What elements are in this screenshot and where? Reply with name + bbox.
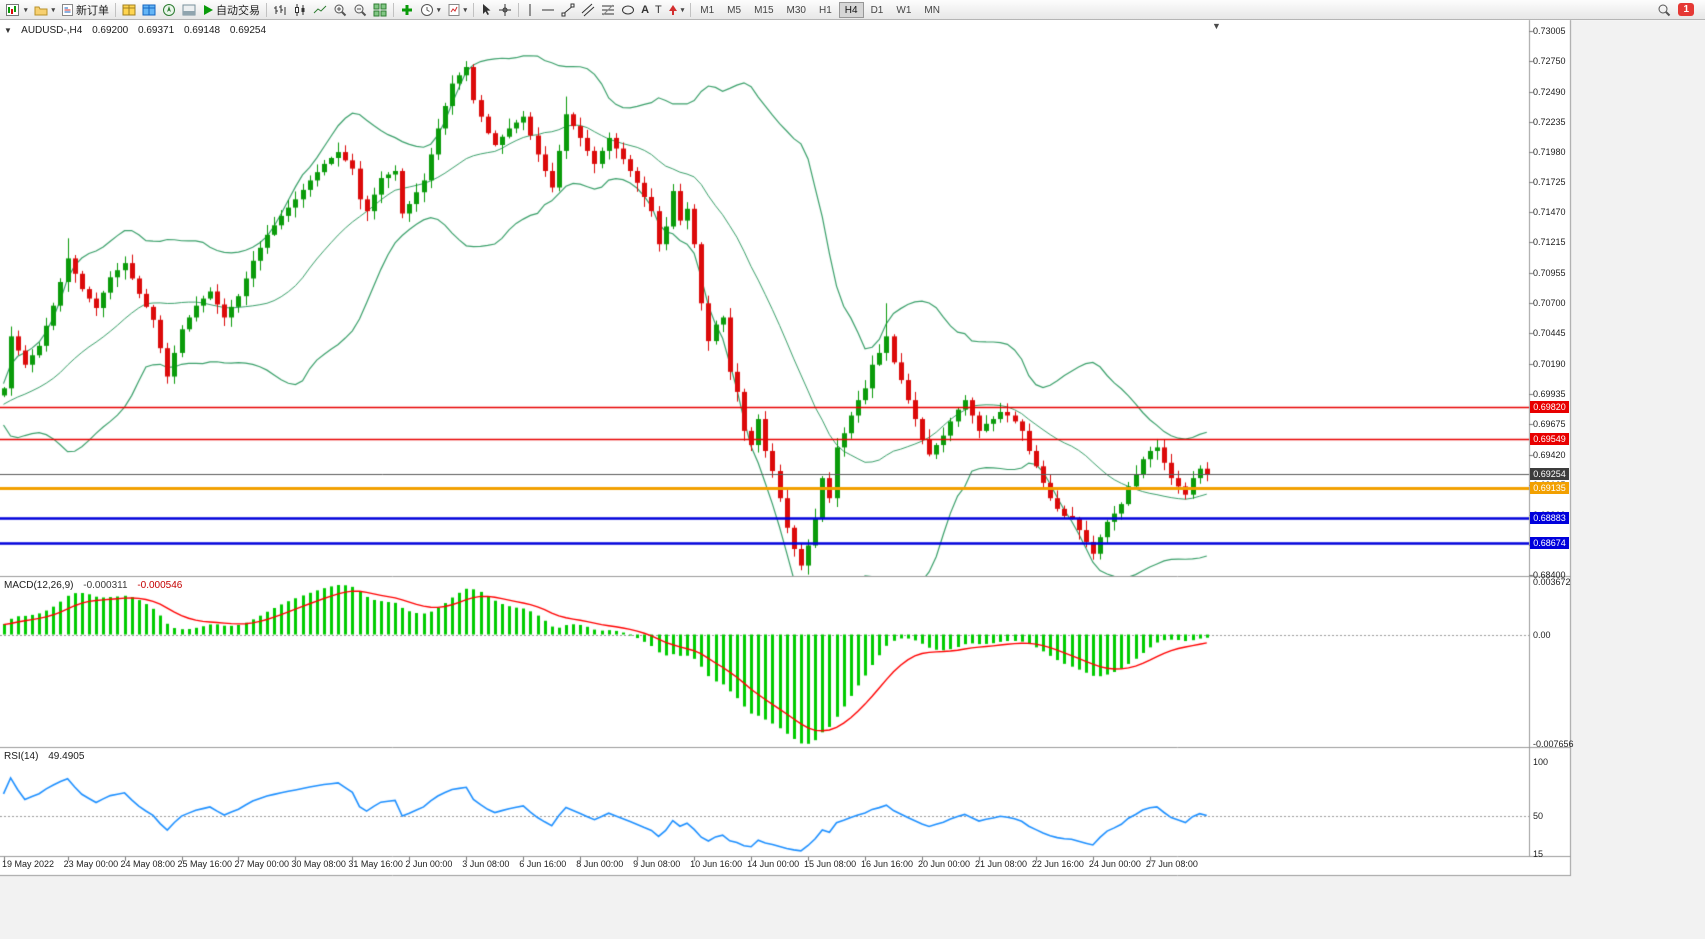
candlestick-icon [295,3,305,16]
vertical-line-tool-button[interactable] [522,1,538,19]
fibonacci-icon [602,4,615,15]
search-icon [1658,4,1671,16]
label-tool-button[interactable]: T [652,1,665,19]
horizontal-line-icon [542,9,555,10]
timeframe-button-d1[interactable]: D1 [870,4,884,16]
arrow-marker-icon [668,4,677,15]
zoom-out-button[interactable] [350,1,370,19]
chevron-down-icon: ▾ [24,6,28,14]
channel-icon [581,3,595,16]
text-tool-button[interactable]: A [638,1,652,19]
navigator-icon [163,3,176,16]
zoom-in-button[interactable] [330,1,350,19]
data-window-button[interactable] [139,1,159,19]
new-chart-icon [6,3,19,16]
shapes-tool-button[interactable] [618,1,638,19]
toolbar-separator [266,2,268,17]
chevron-down-icon: ▾ [463,6,468,14]
navigator-button[interactable] [159,1,179,19]
fibonacci-tool-button[interactable] [598,1,618,19]
auto-trading-play-icon [204,4,214,15]
market-watch-button[interactable] [119,1,139,19]
terminal-icon [182,4,196,15]
timeframe-button-m15[interactable]: M15 [754,4,774,16]
cursor-icon [483,3,491,15]
market-watch-icon [122,4,136,15]
toolbar-separator [473,2,475,17]
trendline-tool-button[interactable] [558,1,578,19]
line-chart-mode-button[interactable] [310,1,330,19]
tile-windows-button[interactable] [370,1,390,19]
toolbar-separator [115,2,117,17]
channel-tool-button[interactable] [578,1,598,19]
template-icon [448,3,460,16]
chevron-down-icon: ▾ [51,6,56,14]
search-button[interactable] [1654,1,1674,19]
timeframe-button-m30[interactable]: M30 [786,4,806,16]
profiles-folder-icon [34,6,48,15]
auto-trading-button[interactable]: 自动交易 [199,1,263,19]
profiles-button[interactable]: ▾ [31,1,59,19]
timeframe-button-w1[interactable]: W1 [896,4,912,16]
label-tool-icon: T [655,3,662,16]
bar-chart-mode-button[interactable] [270,1,290,19]
indicators-plus-icon [402,4,413,15]
zoom-in-icon [334,4,347,16]
vertical-line-icon [529,3,531,16]
new-chart-button[interactable]: ▾ [3,1,31,19]
data-window-icon [142,4,156,15]
auto-trading-label: 自动交易 [216,4,261,17]
terminal-button[interactable] [179,1,199,19]
timeframe-button-mn[interactable]: MN [924,4,940,16]
chevron-down-icon: ▾ [437,6,441,14]
candlestick-mode-button[interactable] [290,1,310,19]
zoom-out-icon [354,4,367,16]
new-order-button[interactable]: 新订单 [58,1,112,19]
clock-icon [421,3,434,16]
notification-badge[interactable]: 1 [1678,3,1694,16]
line-chart-icon [313,5,327,13]
toolbar-separator [690,2,692,17]
text-tool-icon: A [641,3,650,16]
periods-button[interactable]: ▾ [417,1,444,19]
bar-chart-icon [274,4,286,15]
timeframe-button-m5[interactable]: M5 [727,4,742,16]
timeframe-button-h1[interactable]: H1 [818,4,832,16]
horizontal-line-tool-button[interactable] [538,1,558,19]
crosshair-icon [499,3,512,16]
ellipse-shape-icon [622,5,635,14]
arrows-tool-button[interactable]: ▾ [665,1,688,19]
chevron-down-icon: ▾ [680,6,685,14]
cursor-button[interactable] [477,1,495,19]
templates-button[interactable]: ▾ [444,1,471,19]
timeframe-group: M1 M5 M15 M30 H1 H4 D1 W1 MN [694,1,946,18]
tile-windows-icon [373,3,387,16]
new-order-icon [62,3,74,16]
toolbar-separator [518,2,520,17]
new-order-label: 新订单 [76,4,110,17]
toolbar-separator [393,2,395,17]
indicators-button[interactable] [397,1,417,19]
toolbar: ▾ ▾ 新订单 自动交易 [0,0,1705,20]
crosshair-button[interactable] [495,1,515,19]
timeframe-button-m1[interactable]: M1 [700,4,715,16]
trendline-icon [561,3,575,16]
timeframe-button-h4[interactable]: H4 [838,1,864,18]
